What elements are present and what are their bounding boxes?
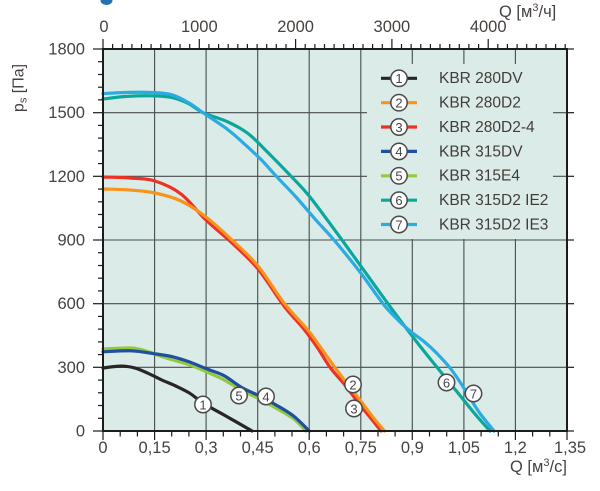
svg-text:6: 6 bbox=[395, 193, 402, 208]
svg-text:1: 1 bbox=[395, 71, 402, 86]
svg-text:7: 7 bbox=[395, 217, 402, 232]
svg-text:4: 4 bbox=[262, 389, 269, 404]
svg-text:Q [м3/с]: Q [м3/с] bbox=[510, 457, 567, 476]
svg-text:KBR 280D2: KBR 280D2 bbox=[439, 95, 521, 112]
svg-text:2000: 2000 bbox=[277, 18, 314, 36]
svg-text:0,45: 0,45 bbox=[242, 439, 274, 457]
svg-text:0: 0 bbox=[98, 439, 107, 457]
svg-text:0: 0 bbox=[99, 18, 108, 36]
svg-text:1000: 1000 bbox=[181, 18, 218, 36]
svg-text:1: 1 bbox=[199, 397, 206, 412]
svg-text:KBR 315D2 IE2: KBR 315D2 IE2 bbox=[439, 192, 548, 209]
svg-text:2: 2 bbox=[395, 96, 402, 111]
svg-text:5: 5 bbox=[235, 388, 242, 403]
svg-text:KBR 315DV: KBR 315DV bbox=[439, 143, 523, 160]
svg-text:0,75: 0,75 bbox=[345, 439, 377, 457]
svg-text:1,35: 1,35 bbox=[554, 439, 586, 457]
svg-text:4000: 4000 bbox=[470, 18, 507, 36]
svg-text:1,05: 1,05 bbox=[448, 439, 480, 457]
svg-text:1500: 1500 bbox=[48, 104, 85, 122]
svg-text:5: 5 bbox=[395, 169, 402, 184]
svg-text:0,15: 0,15 bbox=[139, 439, 171, 457]
svg-text:3000: 3000 bbox=[374, 18, 411, 36]
svg-text:2: 2 bbox=[349, 377, 356, 392]
svg-text:ps [Па]: ps [Па] bbox=[11, 64, 30, 112]
svg-text:4: 4 bbox=[395, 144, 402, 159]
svg-text:3: 3 bbox=[350, 401, 357, 416]
svg-text:1200: 1200 bbox=[48, 168, 85, 186]
svg-text:Q [м3/ч]: Q [м3/ч] bbox=[499, 2, 556, 21]
svg-text:1800: 1800 bbox=[48, 41, 85, 59]
svg-text:300: 300 bbox=[57, 359, 85, 377]
svg-text:1,2: 1,2 bbox=[504, 439, 527, 457]
svg-text:KBR 315E4: KBR 315E4 bbox=[439, 168, 520, 185]
svg-text:KBR 280DV: KBR 280DV bbox=[439, 70, 523, 87]
svg-text:KBR 315D2 IE3: KBR 315D2 IE3 bbox=[439, 216, 548, 233]
svg-text:0: 0 bbox=[76, 423, 85, 441]
svg-text:KBR 280D2-4: KBR 280D2-4 bbox=[439, 119, 535, 136]
svg-text:3: 3 bbox=[395, 120, 402, 135]
svg-text:0,9: 0,9 bbox=[401, 439, 424, 457]
svg-text:0,3: 0,3 bbox=[195, 439, 218, 457]
svg-text:900: 900 bbox=[57, 232, 85, 250]
svg-text:0,6: 0,6 bbox=[298, 439, 321, 457]
svg-text:600: 600 bbox=[57, 295, 85, 313]
svg-text:6: 6 bbox=[443, 375, 450, 390]
svg-text:7: 7 bbox=[470, 386, 477, 401]
